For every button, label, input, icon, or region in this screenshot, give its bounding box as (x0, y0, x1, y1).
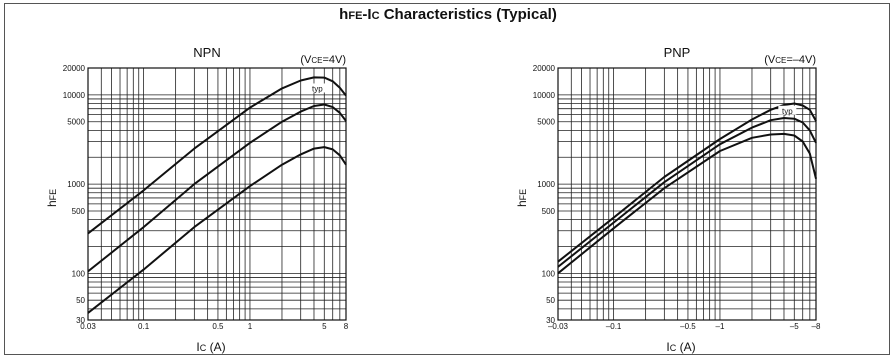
npn-y-tick-label: 50 (76, 296, 85, 305)
pnp-plot-border (557, 67, 817, 321)
npn-y-tick-label: 500 (72, 207, 86, 216)
pnp-x-tick-label: –1 (716, 322, 725, 331)
pnp-x-tick-label: –8 (812, 322, 821, 331)
npn-y-tick-label: 30 (76, 316, 85, 325)
npn-x-tick-label: 1 (248, 322, 253, 331)
pnp-series-3-line (557, 132, 817, 275)
npn-condition-label: (VCE=4V) (300, 54, 346, 66)
npn-y-tick-label: 1000 (67, 180, 85, 189)
npn-panel-title: NPN (193, 45, 220, 60)
pnp-x-tick-label: –0.5 (680, 322, 696, 331)
title-rest: Characteristics (Typical) (379, 6, 557, 23)
pnp-x-tick-label: –0.03 (548, 322, 569, 331)
npn-x-tick-label: 0.5 (212, 322, 224, 331)
pnp-typ-label-bg (778, 105, 797, 115)
npn-x-axis-label: IC (A) (196, 340, 225, 354)
npn-x-tick-label: 0.03 (80, 322, 96, 331)
pnp-y-tick-label: 20000 (533, 64, 556, 73)
pnp-y-tick-label: 50 (546, 296, 555, 305)
title-separator: -I (362, 6, 372, 23)
title-fe-subscript: FE (348, 10, 363, 22)
npn-x-tick-label: 5 (322, 322, 327, 331)
pnp-x-tick-label: –0.1 (606, 322, 622, 331)
npn-x-tick-label: 0.1 (138, 322, 150, 331)
npn-y-tick-label: 100 (72, 269, 86, 278)
pnp-y-tick-label: 500 (542, 207, 556, 216)
npn-typ-label: typ (312, 84, 323, 93)
npn-series-1-line (87, 76, 347, 235)
pnp-typ-label: typ (782, 107, 793, 116)
pnp-condition-label: (VCE=–4V) (764, 54, 816, 66)
npn-series-2-line (87, 103, 347, 273)
pnp-y-axis-label: hFE (515, 189, 529, 207)
figure-frame: hFE-IC Characteristics (Typical) (4, 3, 890, 355)
npn-y-axis-label: hFE (45, 189, 59, 207)
pnp-x-tick-label: –5 (790, 322, 799, 331)
pnp-series-1-line (557, 102, 817, 263)
npn-plot-border (87, 67, 347, 321)
npn-x-tick-label: 8 (344, 322, 349, 331)
pnp-y-tick-label: 5000 (537, 118, 555, 127)
pnp-y-tick-label: 1000 (537, 180, 555, 189)
pnp-series-2-line (557, 117, 817, 268)
pnp-y-tick-label: 30 (546, 316, 555, 325)
pnp-panel-title: PNP (664, 45, 691, 60)
npn-y-tick-label: 10000 (63, 91, 86, 100)
pnp-y-tick-label: 10000 (533, 91, 556, 100)
pnp-y-tick-label: 100 (542, 269, 556, 278)
title-c-subscript: C (371, 10, 380, 22)
npn-y-tick-label: 20000 (63, 64, 86, 73)
npn-typ-label-bg (308, 83, 327, 93)
npn-series-3-line (87, 146, 347, 314)
title-h: h (339, 6, 349, 23)
npn-y-tick-label: 5000 (67, 118, 85, 127)
figure-title: hFE-IC Characteristics (Typical) (5, 6, 891, 23)
pnp-x-axis-label: IC (A) (666, 340, 695, 354)
